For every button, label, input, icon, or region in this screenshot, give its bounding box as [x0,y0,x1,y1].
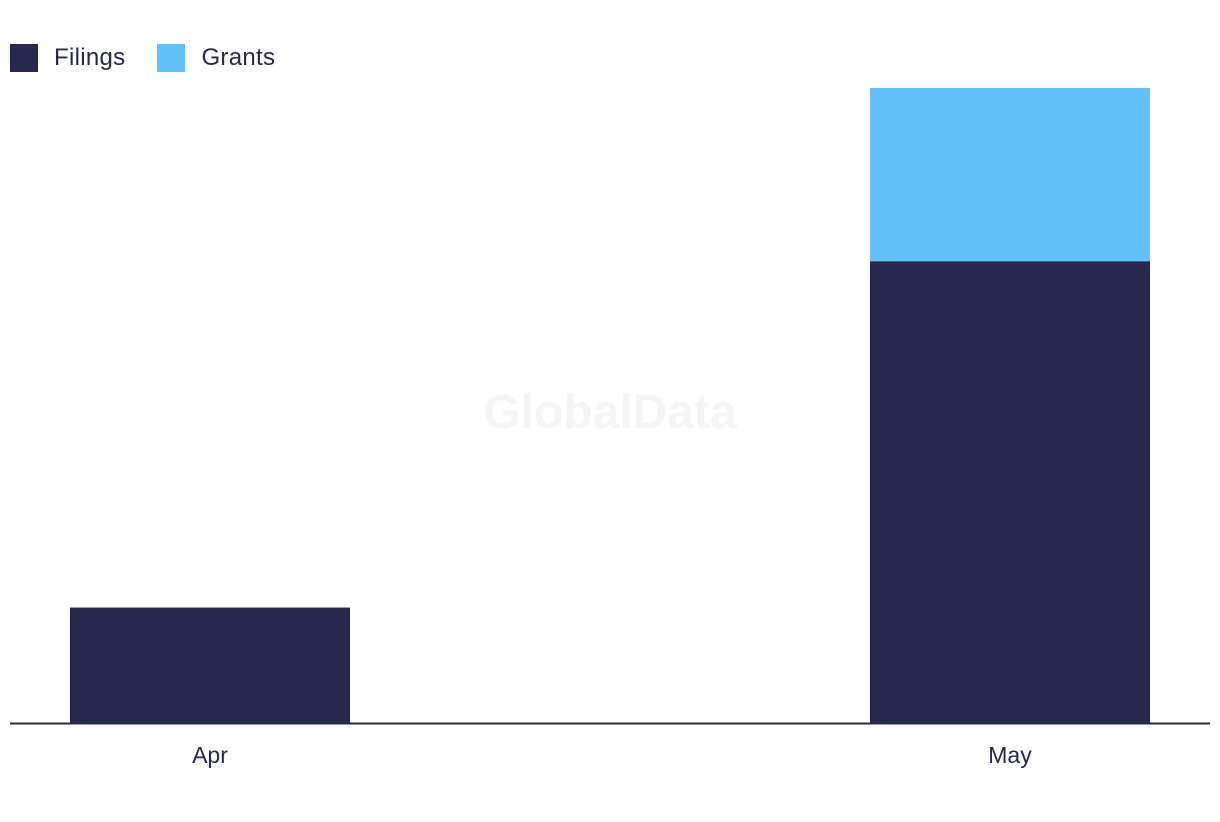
x-tick-label-may: May [988,742,1032,768]
watermark: GlobalData [483,386,737,439]
bar-filings-apr[interactable] [70,607,350,723]
bar-filings-may[interactable] [870,261,1150,723]
legend-label-grants: Grants [201,44,276,71]
legend: Filings Grants [10,44,307,72]
legend-item-filings[interactable]: Filings [10,44,125,72]
x-tick-labels: Apr May [192,742,1032,768]
legend-swatch-filings [10,44,38,72]
x-tick-label-apr: Apr [192,742,228,768]
legend-label-filings: Filings [54,44,126,71]
bar-grants-may[interactable] [870,88,1150,262]
bars-group [70,88,1150,723]
legend-item-grants[interactable]: Grants [157,44,275,72]
legend-swatch-grants [157,44,186,72]
